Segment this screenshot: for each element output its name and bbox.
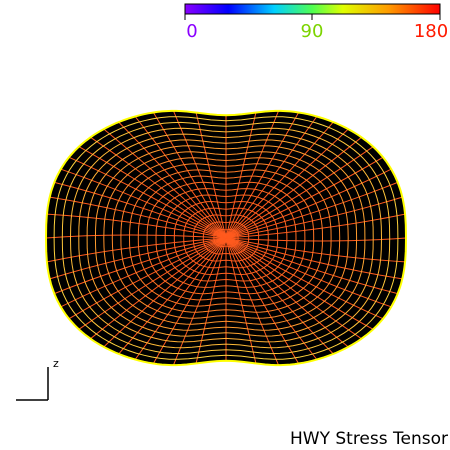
mesh-line [225, 237, 406, 263]
mesh-line [118, 237, 227, 355]
mesh-line [225, 116, 318, 239]
mesh-line [183, 207, 269, 269]
axis-triad: z [16, 357, 59, 401]
mesh-line [134, 237, 227, 360]
mesh-line [225, 237, 398, 295]
mesh-line [192, 214, 260, 262]
color-bar-gradient [184, 3, 441, 15]
mesh-line [146, 181, 306, 295]
mesh-line [49, 196, 227, 239]
caption-text: HWY Stress Tensor [290, 429, 448, 449]
color-bar-label-min: 0 [186, 21, 197, 42]
mesh-line [103, 237, 227, 348]
color-bar-label-max: 180 [414, 21, 448, 42]
mesh-line [69, 127, 383, 349]
mesh-line [225, 121, 334, 239]
mesh-line [225, 237, 406, 242]
mesh-line [195, 237, 227, 364]
mesh-line [46, 213, 227, 239]
mesh-line [173, 200, 279, 276]
mesh-line [90, 237, 227, 340]
stress-tensor-glyph[interactable] [44, 109, 408, 367]
mesh-line [94, 145, 358, 331]
mesh-line [202, 221, 250, 255]
mesh-line [53, 116, 399, 360]
glyph-mesh [46, 110, 406, 366]
mesh-line [173, 237, 227, 366]
color-bar-label-mid: 90 [301, 21, 324, 42]
mesh-line [195, 112, 227, 239]
mesh-line [78, 133, 374, 343]
mesh-line [46, 237, 227, 263]
mesh-line [225, 112, 257, 239]
mesh-line [213, 228, 239, 248]
mesh-line [120, 163, 332, 313]
mesh-line [137, 175, 315, 301]
axis-z-label: z [53, 357, 59, 370]
mesh-line [128, 169, 324, 307]
mesh-line [46, 234, 227, 239]
mesh-line [86, 139, 366, 337]
mesh-line [164, 194, 288, 282]
mesh-line [225, 237, 403, 280]
mesh-line [61, 121, 391, 355]
mesh-line [225, 128, 349, 239]
mesh-line [225, 213, 406, 239]
mesh-line [225, 110, 279, 239]
mesh-line [103, 151, 349, 325]
mesh-line [111, 157, 341, 319]
color-bar: 0 90 180 [184, 3, 448, 42]
mesh-line [225, 237, 257, 364]
glyph-outline [44, 109, 408, 367]
mesh-line [155, 188, 297, 288]
mesh-line [54, 181, 227, 239]
mesh-line [225, 136, 362, 239]
